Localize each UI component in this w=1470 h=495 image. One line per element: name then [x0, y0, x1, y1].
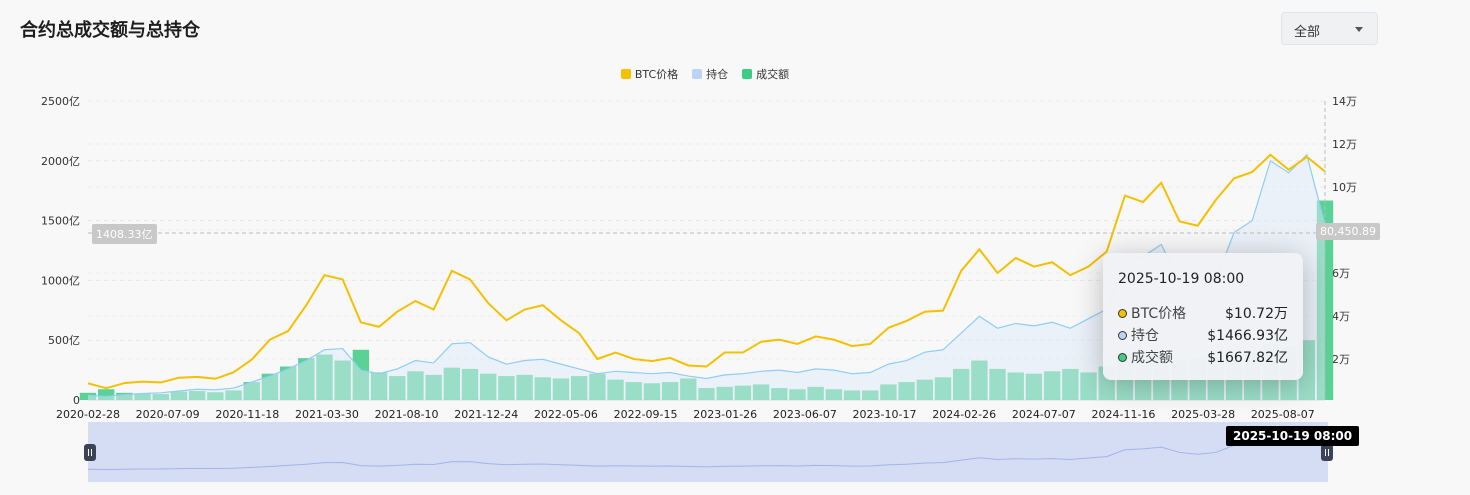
- legend-swatch: [620, 69, 631, 79]
- x-tick-label: 2025-03-28: [1171, 408, 1235, 421]
- tooltip-row-oi: 持仓 $1466.93亿: [1118, 325, 1288, 345]
- x-tick-label: 2020-11-18: [215, 408, 279, 421]
- tooltip-row-volume: 成交额 $1667.82亿: [1118, 347, 1288, 367]
- y-right-tick-label: 12万: [1332, 138, 1357, 151]
- open-interest-area: [88, 154, 1325, 400]
- dot-icon: [1118, 330, 1127, 340]
- crosshair-right-label: 80,450.89: [1316, 223, 1380, 240]
- tooltip-date: 2025-10-19 08:00: [1118, 271, 1245, 287]
- tooltip-label: 成交额: [1131, 350, 1173, 366]
- legend-item-price[interactable]: BTC价格: [620, 66, 679, 82]
- x-tick-label: 2021-12-24: [454, 408, 518, 421]
- tooltip-value: $10.72万: [1225, 306, 1288, 322]
- y-left-tick-label: 1000亿: [41, 274, 80, 287]
- x-tick-label: 2023-06-07: [773, 408, 837, 421]
- datazoom-preview-line: [87, 433, 1326, 470]
- x-tick-label: 2022-09-15: [614, 408, 678, 421]
- tooltip: 2025-10-19 08:00 BTC价格 $10.72万 持仓 $1466.93…: [1103, 253, 1303, 380]
- y-right-tick-label: 10万: [1332, 181, 1357, 194]
- crosshair-left-label: 1408.33亿: [92, 224, 157, 244]
- legend: BTC价格 持仓 成交额: [0, 66, 1410, 82]
- tooltip-row-price: BTC价格 $10.72万: [1118, 303, 1288, 323]
- btc-price-line: [87, 153, 1326, 390]
- x-tick-label: 2025-08-07: [1251, 408, 1315, 421]
- range-selected: 全部: [1294, 25, 1321, 40]
- y-right-tick-label: 14万: [1332, 95, 1357, 108]
- tooltip-value: $1466.93亿: [1207, 328, 1288, 344]
- x-tick-label: 2024-02-26: [932, 408, 996, 421]
- legend-swatch: [742, 69, 753, 79]
- legend-label: 成交额: [756, 68, 790, 81]
- x-tick-label: 2020-07-09: [136, 408, 200, 421]
- legend-item-oi[interactable]: 持仓: [692, 66, 728, 82]
- x-tick-label: 2021-03-30: [295, 408, 359, 421]
- x-tick-label: 2024-07-07: [1012, 408, 1076, 421]
- y-right-tick-label: 2万: [1332, 353, 1350, 366]
- y-left-tick-label: 2500亿: [41, 95, 80, 108]
- tooltip-label: 持仓: [1131, 328, 1159, 344]
- y-left-tick-label: 500亿: [48, 334, 80, 347]
- x-tick-label: 2024-11-16: [1092, 408, 1156, 421]
- x-tick-label: 2021-08-10: [375, 408, 439, 421]
- y-left-tick-label: 2000亿: [41, 155, 80, 168]
- x-tick-label: 2023-10-17: [853, 408, 917, 421]
- x-tick-label: 2023-01-26: [693, 408, 757, 421]
- y-right-tick-label: 6万: [1332, 267, 1350, 280]
- datazoom-track: [88, 422, 1328, 482]
- legend-item-volume[interactable]: 成交额: [742, 66, 789, 82]
- legend-swatch: [692, 69, 703, 79]
- volume-bar: [98, 389, 115, 400]
- dot-icon: [1118, 352, 1127, 362]
- y-left-tick-label: 1500亿: [41, 215, 80, 228]
- tooltip-value: $1667.82亿: [1207, 350, 1288, 366]
- page-title: 合约总成交额与总持仓: [20, 20, 200, 41]
- y-left-tick-label: 0: [73, 394, 80, 407]
- range-dropdown[interactable]: 全部: [1281, 12, 1378, 45]
- y-right-tick-label: 4万: [1332, 310, 1350, 323]
- x-tick-label: 2022-05-06: [534, 408, 598, 421]
- legend-label: 持仓: [706, 68, 729, 81]
- chevron-down-icon: [1355, 27, 1363, 32]
- tooltip-label: BTC价格: [1131, 306, 1187, 322]
- datazoom-handle[interactable]: [1321, 444, 1333, 461]
- dot-icon: [1118, 308, 1127, 318]
- legend-label: BTC价格: [634, 68, 679, 81]
- x-tick-label: 2020-02-28: [56, 408, 120, 421]
- crosshair-x-label: 2025-10-19 08:00: [1226, 426, 1360, 446]
- datazoom-handle[interactable]: [84, 444, 96, 461]
